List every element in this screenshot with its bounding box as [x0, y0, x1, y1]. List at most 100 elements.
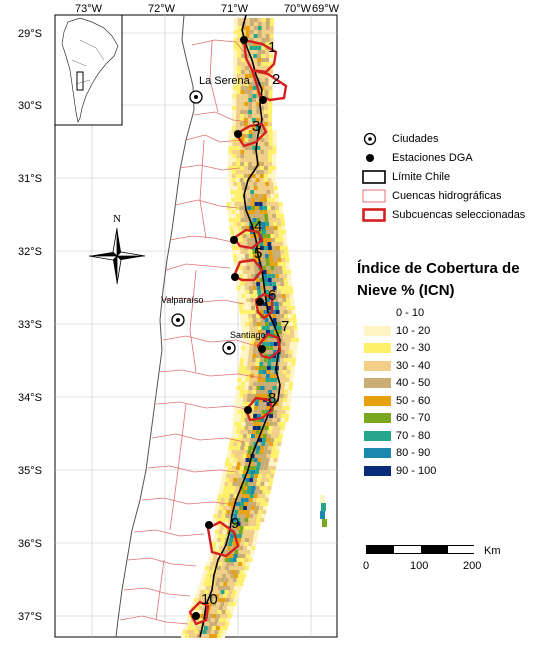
- snow-cell: [236, 386, 241, 390]
- snow-cell: [212, 602, 217, 606]
- svg-text:N: N: [113, 213, 121, 225]
- snow-cell: [271, 274, 276, 278]
- snow-cell: [282, 234, 287, 238]
- snow-cell: [233, 42, 238, 46]
- snow-cell: [227, 506, 232, 510]
- snow-cell: [279, 206, 284, 210]
- subbasin-10: [188, 600, 210, 626]
- snow-cell: [288, 350, 293, 354]
- snow-cell: [283, 338, 287, 342]
- snow-cell: [231, 486, 236, 490]
- snow-cell: [185, 634, 190, 638]
- snow-cell: [270, 234, 275, 238]
- snow-cell: [258, 474, 263, 478]
- snow-cell: [228, 134, 233, 138]
- snow-cell: [260, 386, 265, 390]
- snow-cell: [252, 130, 257, 134]
- snow-cell: [279, 306, 284, 310]
- snow-cell: [260, 254, 265, 258]
- snow-cell: [285, 294, 290, 298]
- snow-cell: [245, 478, 250, 482]
- icn-legend-label: 80 - 90: [396, 447, 431, 459]
- snow-cell: [244, 518, 249, 522]
- snow-cell: [273, 294, 278, 298]
- snow-cell: [282, 302, 287, 306]
- snow-cell: [263, 486, 268, 490]
- snow-cell: [278, 334, 283, 338]
- snow-cell: [250, 202, 255, 206]
- snow-cell: [215, 526, 220, 530]
- snow-cell: [220, 498, 225, 502]
- snow-cell: [199, 582, 204, 586]
- snow-cell: [279, 274, 284, 278]
- snow-cell: [239, 126, 244, 130]
- snow-cell: [241, 46, 246, 50]
- snow-cell: [258, 402, 263, 406]
- snow-cell: [216, 502, 220, 506]
- snow-cell: [270, 202, 275, 206]
- snow-cell: [252, 314, 257, 318]
- snow-cell: [272, 150, 277, 154]
- snow-cell: [243, 274, 248, 278]
- snow-cell: [251, 362, 256, 366]
- snow-cell: [239, 206, 244, 210]
- snow-cell: [228, 162, 233, 166]
- snow-cell: [240, 354, 245, 358]
- snow-cell: [283, 242, 288, 246]
- snow-cell: [256, 146, 261, 150]
- snow-cell: [213, 554, 218, 558]
- snow-cell: [195, 594, 200, 598]
- snow-cell: [233, 226, 238, 230]
- snow-cell: [244, 386, 249, 390]
- snow-cell: [251, 466, 256, 470]
- snow-cell: [228, 166, 232, 170]
- snow-cell: [244, 426, 249, 430]
- snow-cell: [228, 602, 233, 606]
- snow-cell: [253, 346, 258, 350]
- snow-cell: [245, 294, 250, 298]
- snow-cell: [252, 518, 257, 522]
- snow-cell: [248, 90, 253, 94]
- snow-cell: [240, 386, 245, 390]
- snow-cell: [228, 150, 233, 154]
- snow-cell: [256, 426, 261, 430]
- snow-cell: [215, 506, 220, 510]
- snow-cell: [228, 498, 233, 502]
- snow-cell: [219, 570, 224, 574]
- snow-cell: [248, 214, 253, 218]
- snow-cell: [257, 442, 262, 446]
- snow-cell: [272, 426, 277, 430]
- snow-cell: [271, 394, 276, 398]
- snow-cell: [221, 634, 226, 638]
- snow-cell: [236, 158, 241, 162]
- subbasin-number-6: 6: [268, 287, 276, 304]
- snow-cell: [252, 134, 257, 138]
- snow-cell: [249, 382, 253, 386]
- snow-cell: [260, 138, 265, 142]
- snow-cell: [257, 374, 262, 378]
- snow-cell: [260, 130, 265, 134]
- snow-cell: [257, 382, 261, 386]
- city-label-la-serena: La Serena: [199, 75, 251, 87]
- snow-cell: [265, 262, 270, 266]
- snow-cell: [237, 258, 242, 262]
- snow-cell: [262, 334, 267, 338]
- snow-cell: [248, 390, 252, 394]
- snow-cell: [268, 146, 273, 150]
- snow-cell: [233, 258, 238, 262]
- snow-cell: [258, 366, 263, 370]
- snow-cell: [233, 34, 238, 38]
- icn-legend-label: 40 - 50: [396, 377, 431, 389]
- snow-cell: [268, 106, 273, 110]
- snow-cell: [259, 174, 264, 178]
- snow-cell: [281, 262, 286, 266]
- snow-cell: [283, 306, 288, 310]
- snow-cell: [236, 282, 241, 286]
- snow-cell: [256, 214, 261, 218]
- subbasin-number-4: 4: [254, 218, 262, 235]
- snow-cell: [284, 350, 289, 354]
- station-dot-icon: [366, 154, 374, 162]
- snow-cell: [261, 50, 266, 54]
- snow-cell: [257, 414, 262, 418]
- snow-cell: [292, 350, 297, 354]
